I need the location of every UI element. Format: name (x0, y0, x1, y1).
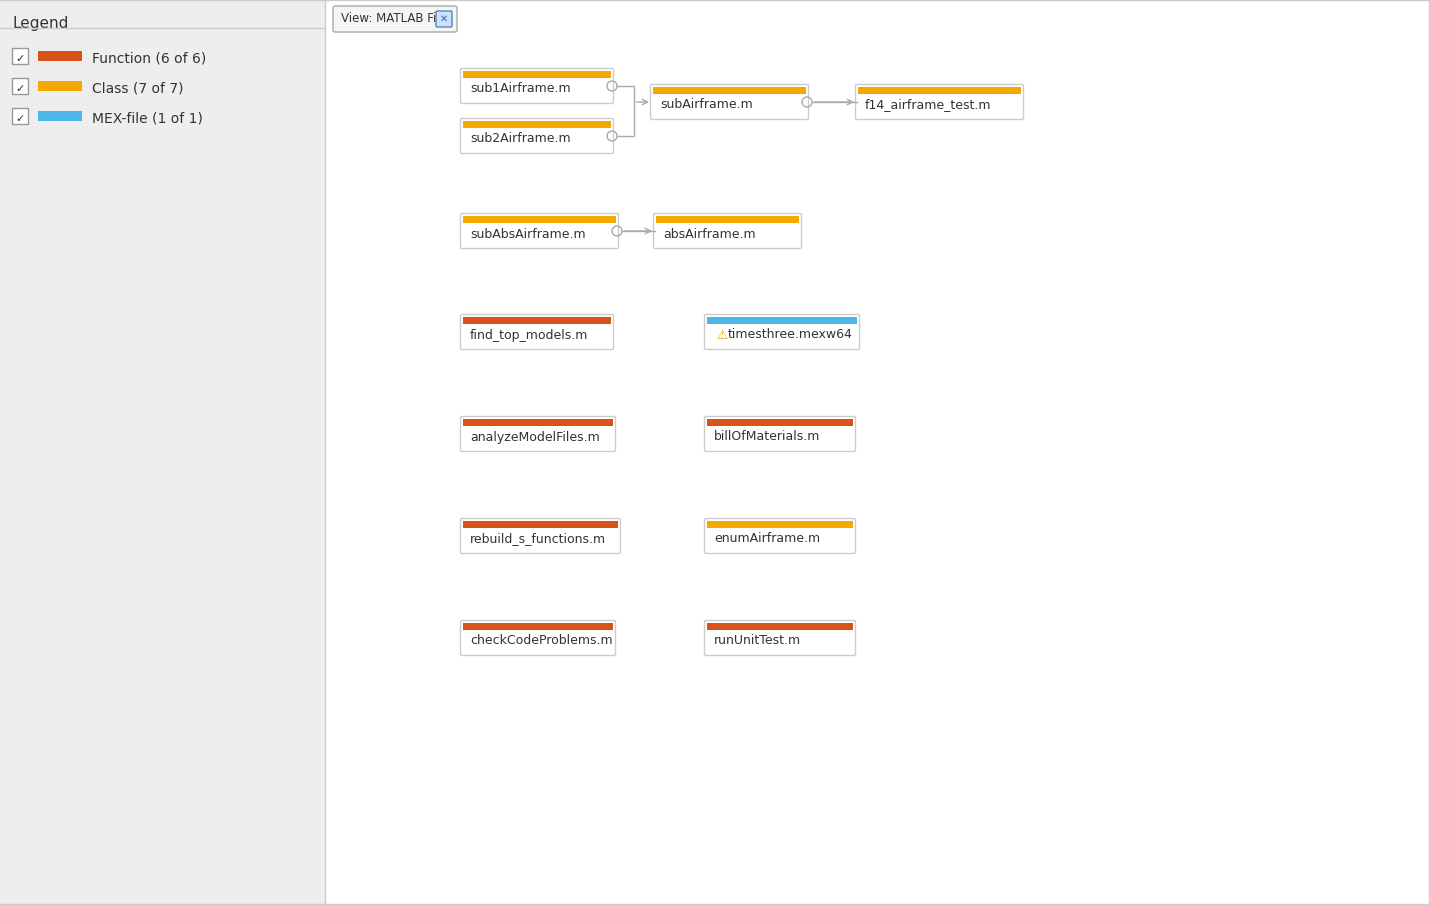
Text: Function (6 of 6): Function (6 of 6) (92, 52, 206, 66)
Text: Class (7 of 7): Class (7 of 7) (92, 82, 183, 96)
FancyBboxPatch shape (333, 6, 458, 32)
Text: ✓: ✓ (16, 84, 24, 94)
FancyBboxPatch shape (654, 214, 801, 249)
FancyBboxPatch shape (651, 84, 808, 119)
Bar (39, 51, 82, 61)
Text: ✓: ✓ (16, 114, 24, 124)
FancyBboxPatch shape (460, 119, 613, 154)
Bar (0, 0, 325, 905)
FancyBboxPatch shape (460, 519, 621, 554)
Bar (706, 623, 854, 630)
Text: billOfMaterials.m: billOfMaterials.m (714, 431, 821, 443)
FancyBboxPatch shape (705, 416, 855, 452)
Text: subAbsAirframe.m: subAbsAirframe.m (470, 227, 586, 241)
Text: MEX-file (1 of 1): MEX-file (1 of 1) (92, 112, 203, 126)
Bar (11, 48, 29, 64)
FancyBboxPatch shape (460, 315, 613, 349)
Bar (463, 71, 611, 78)
Text: analyzeModelFiles.m: analyzeModelFiles.m (470, 431, 599, 443)
Text: enumAirframe.m: enumAirframe.m (714, 532, 821, 546)
FancyBboxPatch shape (705, 621, 855, 655)
Bar (11, 78, 29, 94)
Text: ⚠: ⚠ (716, 329, 728, 341)
Text: runUnitTest.m: runUnitTest.m (714, 634, 801, 647)
Text: subAirframe.m: subAirframe.m (661, 99, 752, 111)
Bar (463, 419, 613, 426)
Text: f14_airframe_test.m: f14_airframe_test.m (865, 99, 991, 111)
Bar (654, 87, 807, 94)
FancyBboxPatch shape (460, 69, 613, 103)
Bar (706, 419, 854, 426)
Text: timesthree.mexw64: timesthree.mexw64 (728, 329, 852, 341)
FancyBboxPatch shape (460, 416, 615, 452)
FancyBboxPatch shape (460, 214, 619, 249)
Bar (858, 87, 1021, 94)
Bar (656, 216, 799, 223)
Bar (463, 623, 613, 630)
Text: rebuild_s_functions.m: rebuild_s_functions.m (470, 532, 606, 546)
Bar (463, 216, 616, 223)
FancyBboxPatch shape (855, 84, 1024, 119)
Text: checkCodeProblems.m: checkCodeProblems.m (470, 634, 612, 647)
Text: Legend: Legend (11, 16, 69, 31)
FancyBboxPatch shape (460, 621, 615, 655)
FancyBboxPatch shape (436, 11, 452, 27)
Text: sub2Airframe.m: sub2Airframe.m (470, 132, 571, 146)
Bar (325, 0, 1430, 905)
Bar (706, 317, 857, 324)
Bar (11, 108, 29, 124)
Bar (39, 81, 82, 91)
Text: ✕: ✕ (440, 14, 448, 24)
FancyBboxPatch shape (705, 315, 859, 349)
Bar (463, 317, 611, 324)
Bar (706, 521, 854, 528)
FancyBboxPatch shape (705, 519, 855, 554)
Bar (463, 521, 618, 528)
Text: find_top_models.m: find_top_models.m (470, 329, 588, 341)
Bar (39, 111, 82, 121)
Text: absAirframe.m: absAirframe.m (664, 227, 755, 241)
Text: ✓: ✓ (16, 54, 24, 64)
Text: View: MATLAB Files: View: MATLAB Files (340, 13, 453, 25)
Text: sub1Airframe.m: sub1Airframe.m (470, 82, 571, 96)
Bar (463, 121, 611, 128)
